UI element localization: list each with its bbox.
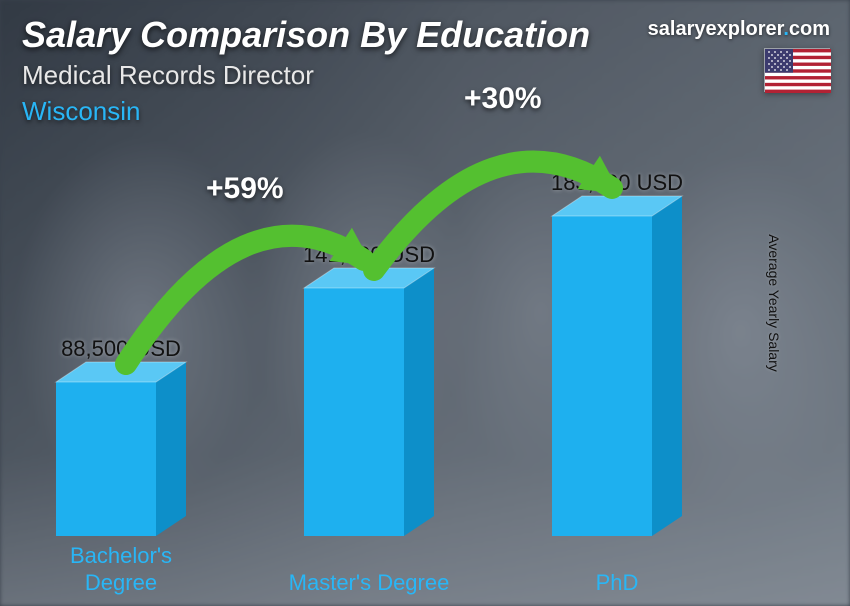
bar-0: 88,500 USD <box>56 382 186 536</box>
y-axis-label: Average Yearly Salary <box>765 234 781 372</box>
flag-icon <box>764 48 830 92</box>
bar-value-label: 141,000 USD <box>269 242 469 268</box>
bar-1: 141,000 USD <box>304 288 434 536</box>
brand-text-suf: com <box>789 18 830 40</box>
increase-label: +30% <box>464 82 542 116</box>
increase-label: +59% <box>206 172 284 206</box>
category-label: PhD <box>527 570 707 596</box>
brand-text-pre: salary <box>648 18 706 40</box>
brand-text-mid: explorer <box>705 18 783 40</box>
chart-subtitle: Medical Records Director <box>22 60 314 91</box>
chart-location: Wisconsin <box>22 96 140 127</box>
bar-value-label: 88,500 USD <box>21 336 221 362</box>
bar-value-label: 183,000 USD <box>517 170 717 196</box>
chart-title: Salary Comparison By Education <box>22 14 590 56</box>
category-label: Bachelor's Degree <box>31 543 211 596</box>
bar-2: 183,000 USD <box>552 216 682 536</box>
category-label: Master's Degree <box>279 570 459 596</box>
brand-logo: salaryexplorer.com <box>648 18 830 41</box>
chart-container: Salary Comparison By Education Medical R… <box>0 0 850 606</box>
